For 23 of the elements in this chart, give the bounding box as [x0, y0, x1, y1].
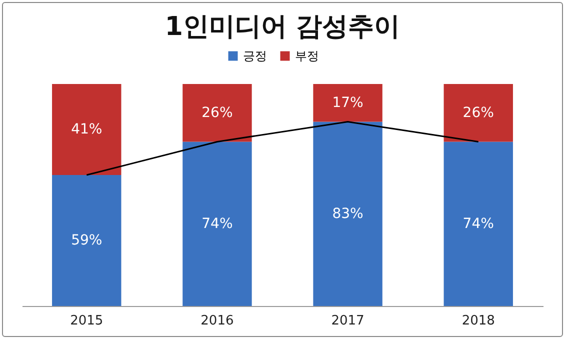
chart-title: 1인미디어 감성추이	[164, 12, 400, 42]
bar	[52, 84, 122, 176]
legend-label: 긍정	[243, 49, 267, 63]
data-label: 26%	[202, 104, 233, 121]
bar	[182, 142, 252, 306]
data-label: 41%	[71, 122, 102, 138]
bar	[313, 122, 382, 306]
x-tick-label: 2016	[200, 314, 234, 328]
data-label: 74%	[202, 216, 233, 232]
data-label: 17%	[332, 94, 364, 111]
data-label: 74%	[462, 216, 494, 232]
bar	[182, 84, 252, 142]
bar	[313, 84, 382, 122]
x-tick-label: 2015	[70, 314, 104, 328]
x-tick-label: 2017	[331, 314, 364, 328]
data-label: 59%	[71, 232, 102, 249]
data-label: 83%	[332, 206, 364, 222]
x-tick-label: 2018	[462, 314, 495, 328]
bar	[444, 142, 513, 306]
data-label: 26%	[462, 104, 494, 121]
bar	[444, 84, 513, 142]
legend-label: 부정	[295, 49, 319, 63]
bar	[52, 175, 122, 306]
